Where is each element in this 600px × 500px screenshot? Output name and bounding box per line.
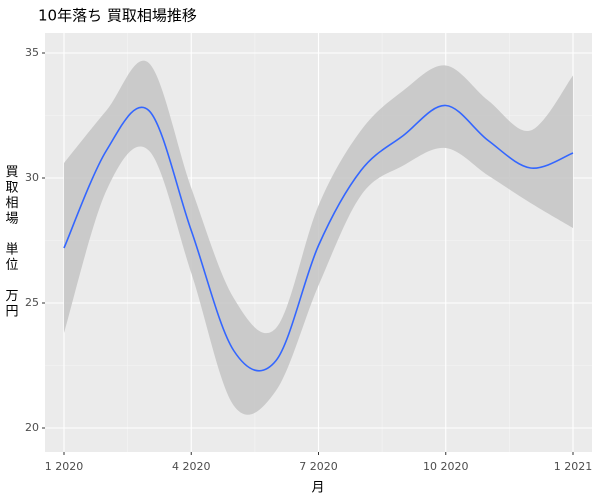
- y-tick-label: 25: [25, 296, 39, 309]
- x-tick-label: 1 2020: [45, 460, 84, 473]
- line: [63, 104, 574, 372]
- y-tick-label: 30: [25, 171, 39, 184]
- y-tick-label: 35: [25, 46, 39, 59]
- confidence-band: [64, 60, 573, 415]
- x-tick-label: 7 2020: [299, 460, 338, 473]
- y-tick-label: 20: [25, 421, 39, 434]
- x-tick-label: 1 2021: [554, 460, 593, 473]
- x-tick-label: 4 2020: [172, 460, 211, 473]
- x-tick-label: 10 2020: [423, 460, 469, 473]
- y-axis-title: 買取相場 単位 万円: [5, 165, 18, 320]
- chart-title: 10年落ち 買取相場推移: [38, 7, 197, 25]
- x-axis-title: 月: [311, 481, 324, 496]
